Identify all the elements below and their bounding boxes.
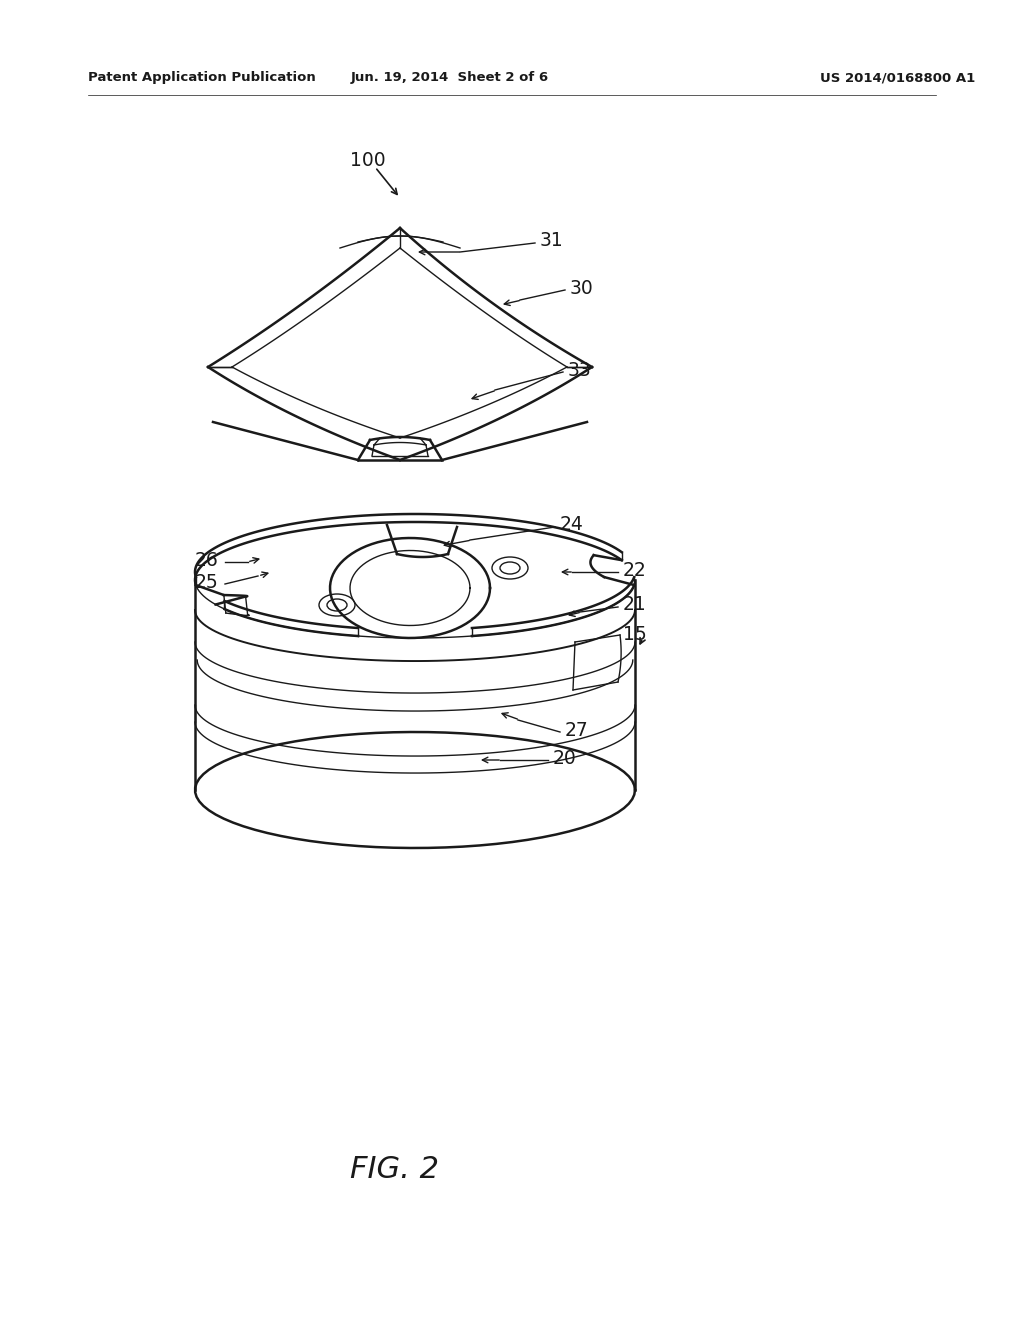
Text: 20: 20 (553, 748, 577, 767)
Text: 33: 33 (568, 360, 592, 380)
Text: 26: 26 (195, 550, 219, 569)
Text: 15: 15 (623, 626, 647, 644)
Text: FIG. 2: FIG. 2 (350, 1155, 439, 1184)
Text: 27: 27 (565, 721, 589, 739)
Text: 22: 22 (623, 561, 647, 579)
Text: 25: 25 (195, 573, 219, 591)
Text: 21: 21 (623, 595, 647, 615)
Text: 30: 30 (570, 279, 594, 297)
Text: 100: 100 (350, 150, 386, 169)
Text: Patent Application Publication: Patent Application Publication (88, 71, 315, 84)
Text: US 2014/0168800 A1: US 2014/0168800 A1 (820, 71, 975, 84)
Text: Jun. 19, 2014  Sheet 2 of 6: Jun. 19, 2014 Sheet 2 of 6 (351, 71, 549, 84)
Text: 31: 31 (540, 231, 564, 249)
Text: 24: 24 (560, 516, 584, 535)
